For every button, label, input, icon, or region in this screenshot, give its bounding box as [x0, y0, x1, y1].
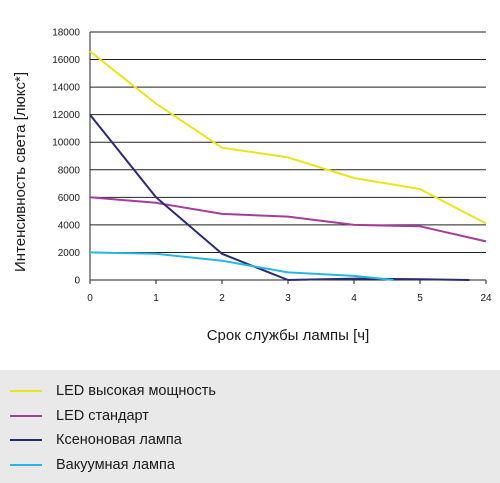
- y-tick-label: 12000: [52, 110, 80, 121]
- x-tick-label: 4: [351, 293, 357, 304]
- y-tick-label: 8000: [58, 165, 81, 176]
- legend-item: LED высокая мощность: [0, 379, 500, 404]
- series-line: [89, 196, 487, 243]
- x-tick-label: 24: [480, 293, 492, 304]
- legend-label: Вакуумная лампа: [56, 456, 175, 473]
- chart-area: 0 2000 4000 6000 8000 10000 12000 14000 16000 180…: [12, 28, 492, 345]
- line-chart: 0 2000 4000 6000 8000 10000 12000 14000 16000 180…: [12, 28, 492, 345]
- legend-swatch: [10, 390, 42, 393]
- series-line: [89, 114, 470, 281]
- legend-swatch: [10, 463, 42, 466]
- y-tick-label: 10000: [52, 138, 80, 149]
- legend-item: LED стандарт: [0, 404, 500, 429]
- legend-label: LED стандарт: [56, 407, 149, 424]
- y-tick-label: 0: [74, 276, 80, 287]
- tick-labels: 0 2000 4000 6000 8000 10000 12000 14000 16000 180…: [52, 28, 492, 305]
- y-tick-label: 18000: [52, 28, 80, 39]
- legend: LED высокая мощность LED стандарт Ксенонов…: [0, 370, 500, 483]
- legend-swatch: [10, 414, 42, 417]
- x-axis-title: Срок службы лампы [ч]: [207, 327, 370, 344]
- series-line: [89, 50, 487, 225]
- x-tick-label: 0: [87, 293, 93, 304]
- series-lines: [89, 50, 487, 281]
- legend-label: Ксеноновая лампа: [56, 432, 182, 449]
- legend-item: Ксеноновая лампа: [0, 428, 500, 453]
- legend-item: Вакуумная лампа: [0, 453, 500, 478]
- y-axis-title: Интенсивность света [люкс*]: [12, 72, 29, 272]
- y-tick-label: 16000: [52, 55, 80, 66]
- x-tick-label: 5: [417, 293, 423, 304]
- y-tick-label: 4000: [58, 220, 81, 231]
- x-tick-label: 1: [153, 293, 159, 304]
- y-tick-label: 14000: [52, 83, 80, 94]
- y-tick-label: 6000: [58, 193, 81, 204]
- legend-label: LED высокая мощность: [56, 383, 216, 400]
- series-line: [89, 251, 394, 281]
- x-tick-label: 3: [285, 293, 291, 304]
- gridlines: [90, 31, 486, 253]
- x-tick-label: 2: [219, 293, 225, 304]
- y-tick-label: 2000: [58, 248, 81, 259]
- legend-swatch: [10, 439, 42, 442]
